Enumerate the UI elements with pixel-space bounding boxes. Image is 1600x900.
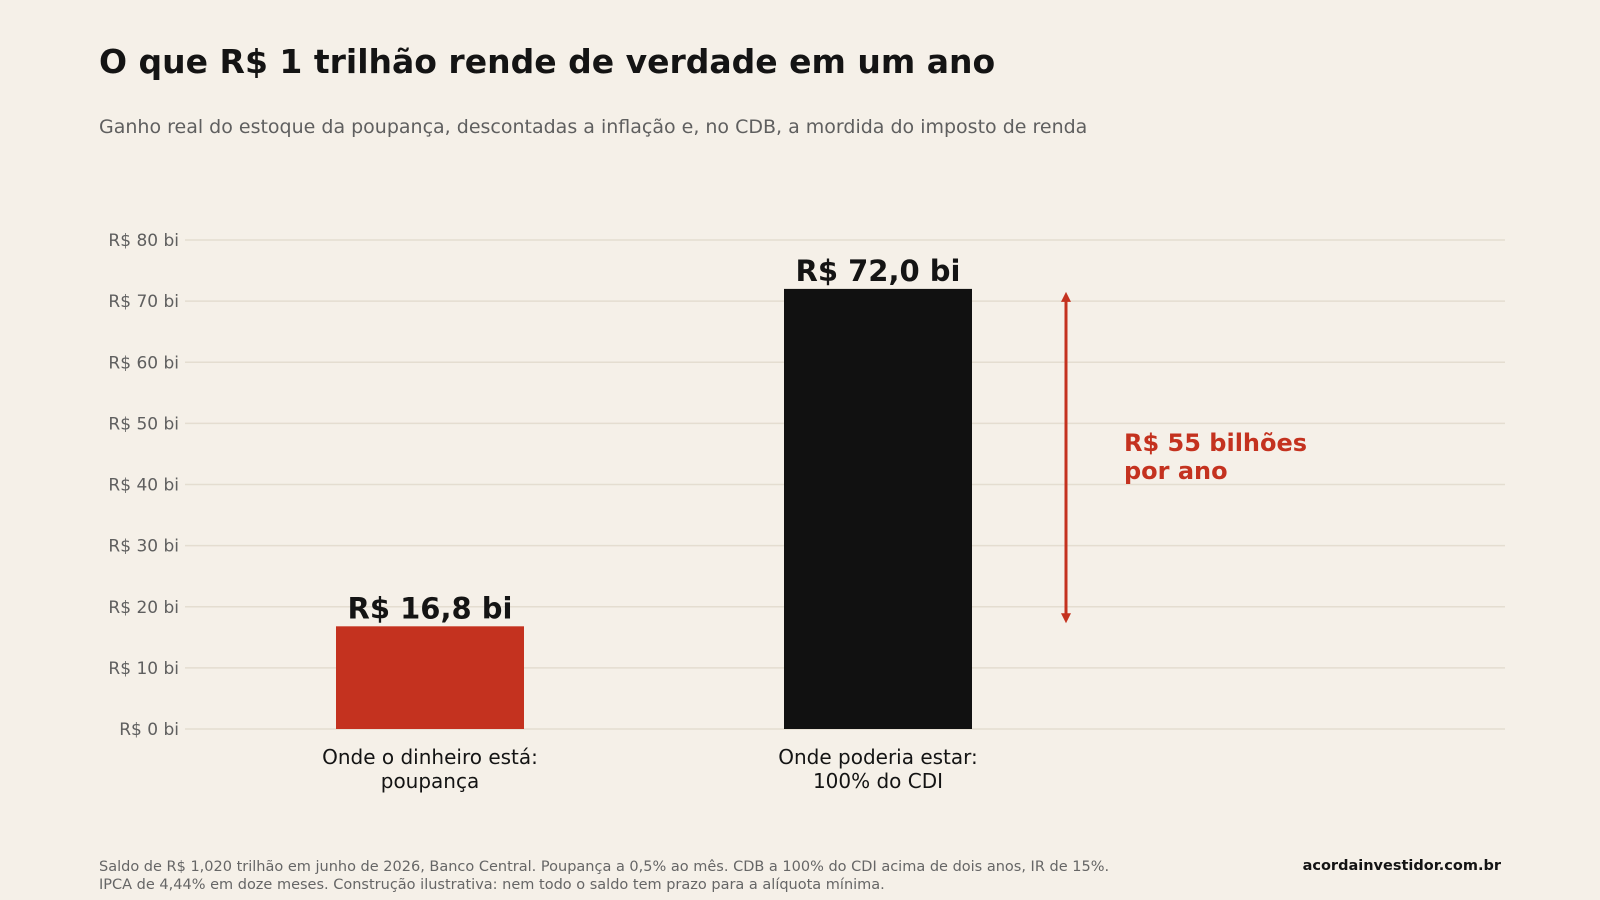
x-category-label: 100% do CDI	[813, 769, 943, 793]
x-category-label: Onde poderia estar:	[778, 745, 978, 769]
footnote-line-1: Saldo de R$ 1,020 trilhão em junho de 20…	[99, 859, 1110, 875]
y-tick-label: R$ 20 bi	[108, 598, 179, 618]
x-category-label: poupança	[381, 769, 480, 793]
y-tick-label: R$ 80 bi	[108, 231, 179, 251]
y-tick-label: R$ 0 bi	[119, 720, 179, 740]
chart-subtitle: Ganho real do estoque da poupança, desco…	[99, 116, 1088, 138]
bar-value-label: R$ 72,0 bi	[796, 254, 961, 288]
y-tick-label: R$ 40 bi	[108, 476, 179, 496]
bar-value-label: R$ 16,8 bi	[348, 591, 513, 625]
footnote: Saldo de R$ 1,020 trilhão em junho de 20…	[99, 858, 1109, 894]
arrow-head-up	[1061, 291, 1071, 302]
difference-annotation-label: R$ 55 bilhões	[1124, 429, 1307, 457]
y-tick-label: R$ 50 bi	[108, 414, 179, 434]
footnote-line-2: IPCA de 4,44% em doze meses. Construção …	[99, 877, 885, 893]
x-category-label: Onde o dinheiro está:	[322, 745, 538, 769]
y-tick-label: R$ 70 bi	[108, 292, 179, 312]
y-tick-label: R$ 60 bi	[108, 353, 179, 373]
y-tick-label: R$ 10 bi	[108, 659, 179, 679]
arrow-head-down	[1061, 613, 1071, 624]
y-tick-label: R$ 30 bi	[108, 537, 179, 557]
bar	[336, 626, 524, 729]
difference-annotation-label: por ano	[1124, 457, 1228, 485]
bar	[784, 288, 972, 729]
source-credit: acordainvestidor.com.br	[1302, 858, 1501, 874]
chart-title: O que R$ 1 trilhão rende de verdade em u…	[99, 42, 996, 81]
